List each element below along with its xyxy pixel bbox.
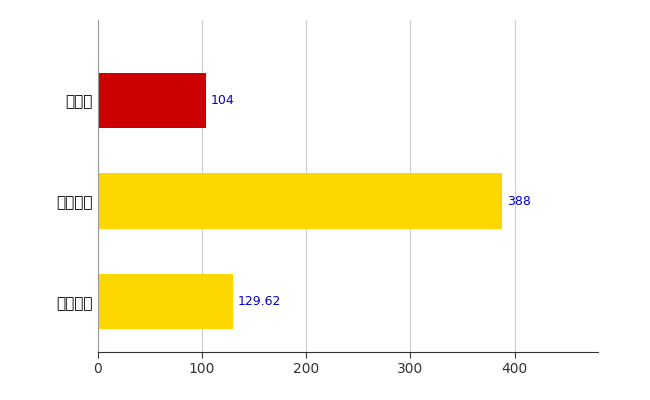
- Text: 129.62: 129.62: [238, 295, 281, 308]
- Bar: [98, 174, 502, 229]
- Text: 104: 104: [211, 94, 235, 107]
- Bar: [98, 274, 233, 329]
- Bar: [98, 73, 206, 128]
- Text: 388: 388: [507, 194, 531, 208]
